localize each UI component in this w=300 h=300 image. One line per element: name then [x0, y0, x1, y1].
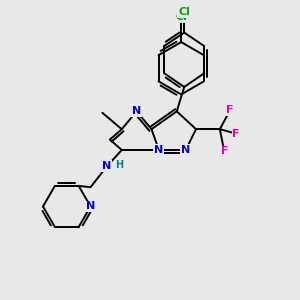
Text: N: N [132, 106, 141, 116]
Text: F: F [232, 129, 240, 139]
Text: F: F [226, 105, 234, 115]
Text: H: H [115, 160, 123, 170]
Text: Cl: Cl [175, 12, 187, 22]
Text: Cl: Cl [178, 7, 190, 17]
Text: N: N [154, 145, 164, 155]
Text: F: F [220, 146, 228, 157]
Text: N: N [102, 161, 112, 171]
Text: N: N [181, 145, 190, 155]
Text: N: N [86, 202, 95, 212]
